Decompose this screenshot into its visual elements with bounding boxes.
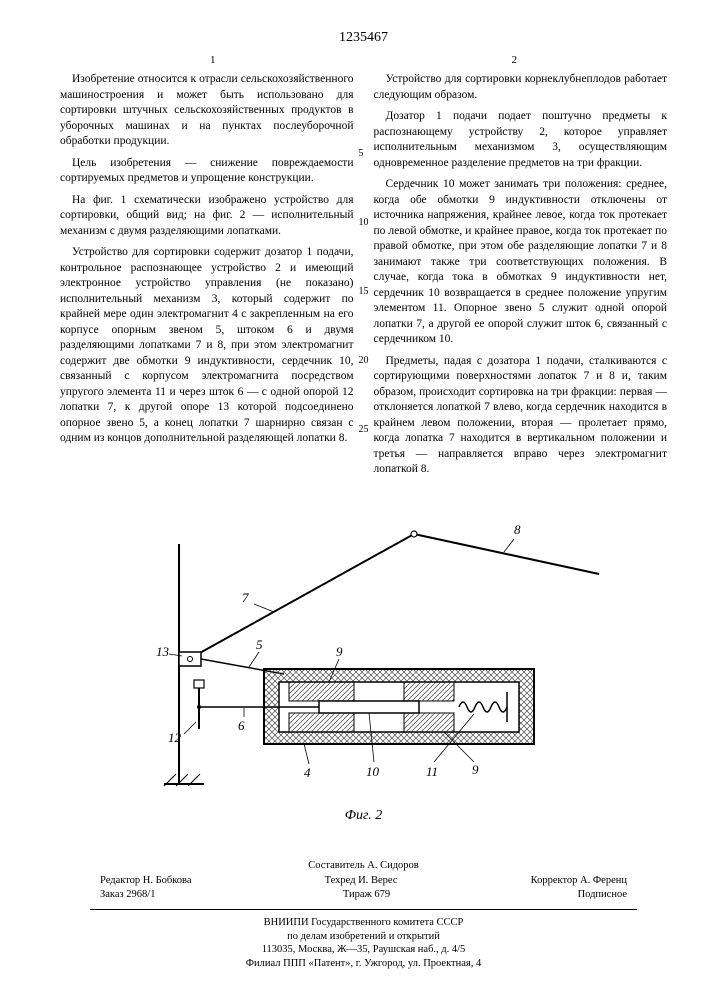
compiler: Составитель А. Сидоров — [60, 859, 667, 874]
editor: Редактор Н. Бобкова — [100, 874, 192, 889]
publisher-line: Филиал ППП «Патент», г. Ужгород, ул. Про… — [60, 957, 667, 971]
publisher-line: ВНИИПИ Государственного комитета СССР — [60, 916, 667, 930]
line-numbers: 5 10 15 20 25 — [359, 72, 369, 435]
publisher-line: 113035, Москва, Ж—35, Раушская наб., д. … — [60, 943, 667, 957]
line-num: 5 — [359, 148, 369, 159]
label-9b: 9 — [472, 762, 479, 777]
label-12: 12 — [168, 730, 182, 745]
label-10: 10 — [366, 764, 380, 779]
publisher-line: по делам изобретений и открытий — [60, 930, 667, 944]
paragraph: Устройство для сортировки содержит дозат… — [60, 245, 354, 447]
line-num: 10 — [359, 217, 369, 228]
column-2: Устройство для сортировки корнеклубнепло… — [374, 72, 668, 484]
subscription: Подписное — [578, 888, 627, 903]
page-markers: 1 2 — [60, 54, 667, 66]
label-9a: 9 — [336, 644, 343, 659]
order-number: Заказ 2968/1 — [100, 888, 155, 903]
figure-svg: 13 7 8 5 6 12 9 9 4 — [104, 504, 624, 804]
line-num: 25 — [359, 424, 369, 435]
line-num: 15 — [359, 286, 369, 297]
figure-2: 13 7 8 5 6 12 9 9 4 — [60, 504, 667, 824]
text-columns: Изобретение относится к отрасли сельскох… — [60, 72, 667, 484]
figure-caption: Фиг. 2 — [60, 808, 667, 824]
circulation: Тираж 679 — [343, 888, 390, 903]
paragraph: Цель изобретения — снижение повреждаемос… — [60, 156, 354, 187]
paragraph: Дозатор 1 подачи подает поштучно предмет… — [374, 109, 668, 171]
divider — [90, 909, 637, 910]
column-1: Изобретение относится к отрасли сельскох… — [60, 72, 354, 484]
label-13: 13 — [156, 644, 170, 659]
label-11: 11 — [426, 764, 438, 779]
paragraph: Изобретение относится к отрасли сельскох… — [60, 72, 354, 150]
paragraph: Устройство для сортировки корнеклубнепло… — [374, 72, 668, 103]
paragraph: Предметы, падая с дозатора 1 подачи, ста… — [374, 354, 668, 478]
label-5: 5 — [256, 637, 263, 652]
label-8: 8 — [514, 522, 521, 537]
page-left: 1 — [210, 54, 216, 66]
line-num: 20 — [359, 355, 369, 366]
label-4: 4 — [304, 765, 311, 780]
page-right: 2 — [512, 54, 518, 66]
paragraph: Сердечник 10 может занимать три положени… — [374, 177, 668, 348]
label-6: 6 — [238, 718, 245, 733]
corrector: Корректор А. Ференц — [531, 874, 627, 889]
label-7: 7 — [242, 590, 249, 605]
credits-block: Составитель А. Сидоров Редактор Н. Бобко… — [60, 859, 667, 971]
publisher-block: ВНИИПИ Государственного комитета СССР по… — [60, 916, 667, 971]
paragraph: На фиг. 1 схематически изображено устрой… — [60, 193, 354, 240]
tech-editor: Техред И. Верес — [325, 874, 398, 889]
doc-number: 1235467 — [60, 30, 667, 46]
